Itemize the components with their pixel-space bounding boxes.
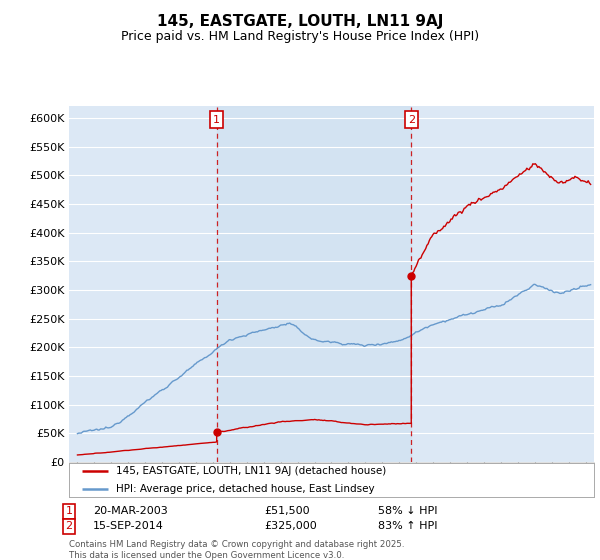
Text: 20-MAR-2003: 20-MAR-2003 <box>93 506 168 516</box>
Text: 145, EASTGATE, LOUTH, LN11 9AJ (detached house): 145, EASTGATE, LOUTH, LN11 9AJ (detached… <box>116 466 386 476</box>
Text: 145, EASTGATE, LOUTH, LN11 9AJ: 145, EASTGATE, LOUTH, LN11 9AJ <box>157 14 443 29</box>
Text: 2: 2 <box>65 521 73 531</box>
Text: 1: 1 <box>65 506 73 516</box>
Text: Price paid vs. HM Land Registry's House Price Index (HPI): Price paid vs. HM Land Registry's House … <box>121 30 479 43</box>
Text: Contains HM Land Registry data © Crown copyright and database right 2025.
This d: Contains HM Land Registry data © Crown c… <box>69 539 404 560</box>
Text: 58% ↓ HPI: 58% ↓ HPI <box>378 506 437 516</box>
Text: £51,500: £51,500 <box>264 506 310 516</box>
Text: 83% ↑ HPI: 83% ↑ HPI <box>378 521 437 531</box>
Text: HPI: Average price, detached house, East Lindsey: HPI: Average price, detached house, East… <box>116 484 375 493</box>
Text: 1: 1 <box>213 115 220 124</box>
Bar <box>217 106 411 462</box>
Text: 15-SEP-2014: 15-SEP-2014 <box>93 521 164 531</box>
Text: £325,000: £325,000 <box>264 521 317 531</box>
Text: 2: 2 <box>408 115 415 124</box>
